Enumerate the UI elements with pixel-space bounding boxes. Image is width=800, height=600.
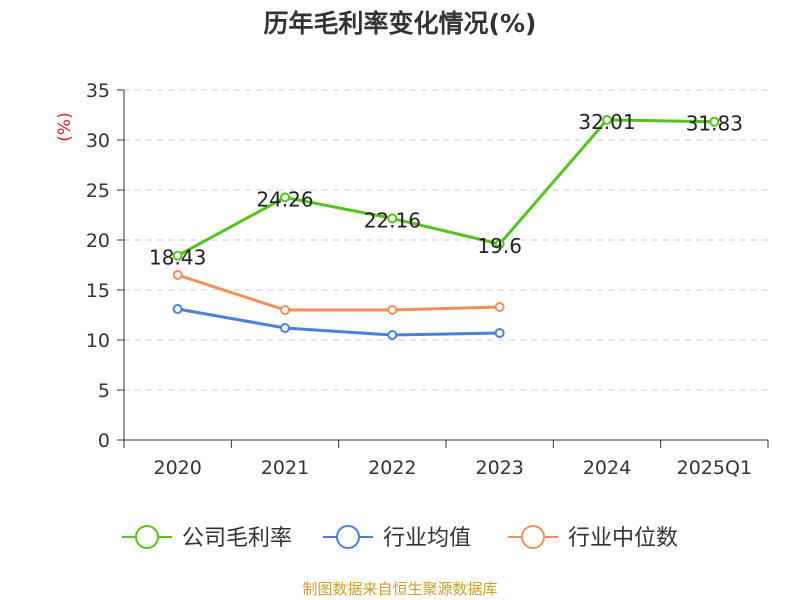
data-point [387, 330, 398, 340]
y-tick-label: 30 [86, 130, 110, 152]
y-tick-label: 10 [86, 330, 110, 352]
data-point [280, 305, 290, 315]
data-label: 18.43 [149, 246, 206, 270]
data-point [172, 304, 183, 314]
data-point [494, 328, 505, 338]
data-point [709, 116, 720, 127]
data-point [172, 270, 183, 280]
legend-marker [135, 525, 159, 549]
legend-marker [336, 525, 360, 549]
chart-title: 历年毛利率变化情况(%) [263, 9, 537, 38]
data-point [280, 192, 290, 203]
data-point [602, 114, 612, 125]
y-tick-label: 15 [86, 280, 110, 302]
legend-label: 公司毛利率 [182, 526, 292, 551]
x-tick-label: 2020 [153, 457, 201, 479]
x-tick-label: 2022 [368, 457, 416, 479]
legend-marker [521, 525, 545, 549]
y-tick-label: 25 [86, 180, 110, 202]
data-point [172, 250, 183, 261]
data-label: 24.26 [256, 187, 313, 211]
data-point [494, 302, 505, 312]
data-point [280, 323, 290, 333]
y-tick-label: 35 [86, 80, 110, 102]
series-line-2 [177, 307, 500, 337]
series-line-3 [177, 273, 500, 312]
data-label: 32.01 [578, 110, 635, 134]
data-label: 19.6 [477, 234, 522, 258]
y-tick-label: 5 [98, 380, 110, 402]
data-label: 31.83 [686, 112, 743, 136]
x-tick-label: 2024 [583, 457, 631, 479]
source-note: 制图数据来自恒生聚源数据库 [302, 580, 498, 598]
x-tick-label: 2023 [475, 457, 523, 479]
y-tick-label: 0 [98, 430, 110, 452]
data-point [494, 239, 505, 249]
data-label: 22.16 [364, 208, 421, 232]
legend-label: 行业均值 [383, 526, 471, 551]
y-tick-label: 20 [86, 230, 110, 252]
x-tick-label: 2025Q1 [677, 457, 752, 479]
series-line-1 [176, 118, 715, 258]
legend-label: 行业中位数 [568, 526, 678, 551]
y-axis-label: (%) [55, 112, 75, 141]
data-point [387, 213, 398, 224]
x-tick-label: 2021 [261, 457, 309, 479]
data-point [387, 305, 398, 315]
